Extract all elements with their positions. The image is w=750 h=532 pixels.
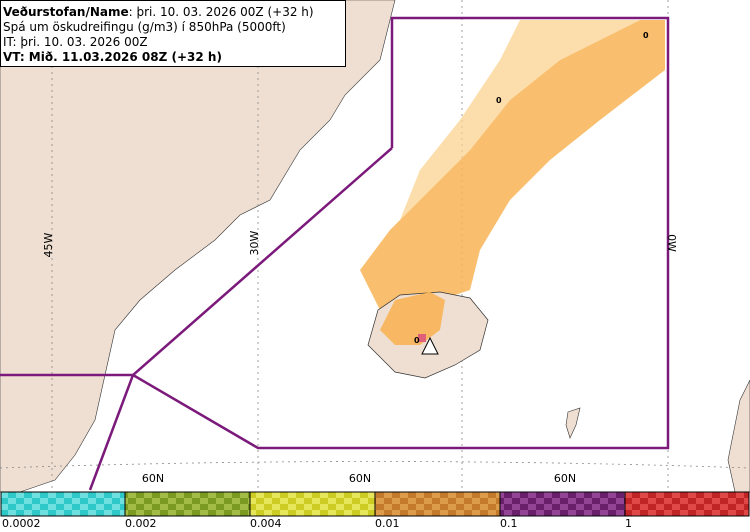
marker: 0 <box>496 96 502 105</box>
name-label: Veðurstofan/Name <box>3 5 129 19</box>
lat-label: 60N <box>349 472 371 485</box>
header-line: Veðurstofan/Name: þri. 10. 03. 2026 00Z … <box>3 5 314 19</box>
lon-label: 45W <box>42 232 55 257</box>
legend-label: 0.01 <box>375 517 400 530</box>
lon-label: 30W <box>248 230 261 255</box>
legend-label: 0.1 <box>500 517 518 530</box>
legend-label: 1 <box>625 517 632 530</box>
faroe <box>565 407 581 439</box>
header-box <box>0 0 346 67</box>
valid-time: VT: Mið. 11.03.2026 08Z (+32 h) <box>3 50 222 64</box>
name-value: : þri. 10. 03. 2026 00Z (+32 h) <box>129 5 314 19</box>
legend-bar <box>0 491 750 517</box>
fir-boundary <box>0 16 670 491</box>
product: Spá um öskudreifingu (g/m3) í 850hPa (50… <box>3 20 286 34</box>
ash-plume-light <box>400 20 640 220</box>
marker: 0 <box>643 31 649 40</box>
volcano <box>421 336 439 355</box>
lon-label: 0W <box>665 234 678 252</box>
legend-label: 0.0002 <box>2 517 41 530</box>
issue-time: IT: þri. 10. 03. 2026 00Z <box>3 35 148 49</box>
ash-over-iceland <box>380 292 445 345</box>
lat-label: 60N <box>554 472 576 485</box>
high-ash <box>418 334 426 342</box>
greenland <box>0 0 396 493</box>
legend-label: 0.002 <box>125 517 157 530</box>
legend-label: 0.004 <box>250 517 282 530</box>
lat-label: 60N <box>142 472 164 485</box>
marker: 0 <box>414 336 420 345</box>
ash-plume <box>360 20 665 330</box>
